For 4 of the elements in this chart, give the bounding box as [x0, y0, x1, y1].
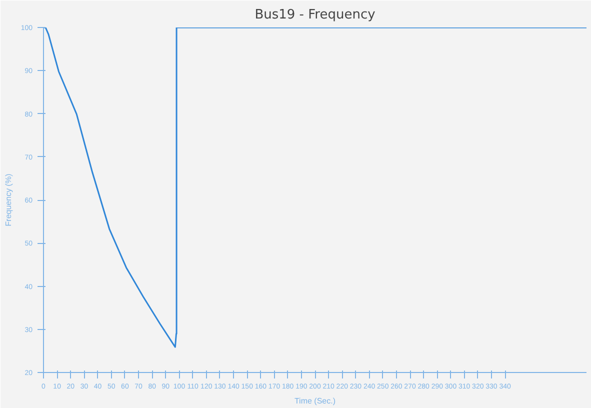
chart-title: Bus19 - Frequency — [254, 8, 376, 22]
line-series — [44, 28, 586, 348]
x-axis-title: Time (Sec.) — [294, 396, 336, 406]
y-axis-title: Frequency (%) — [4, 173, 13, 226]
